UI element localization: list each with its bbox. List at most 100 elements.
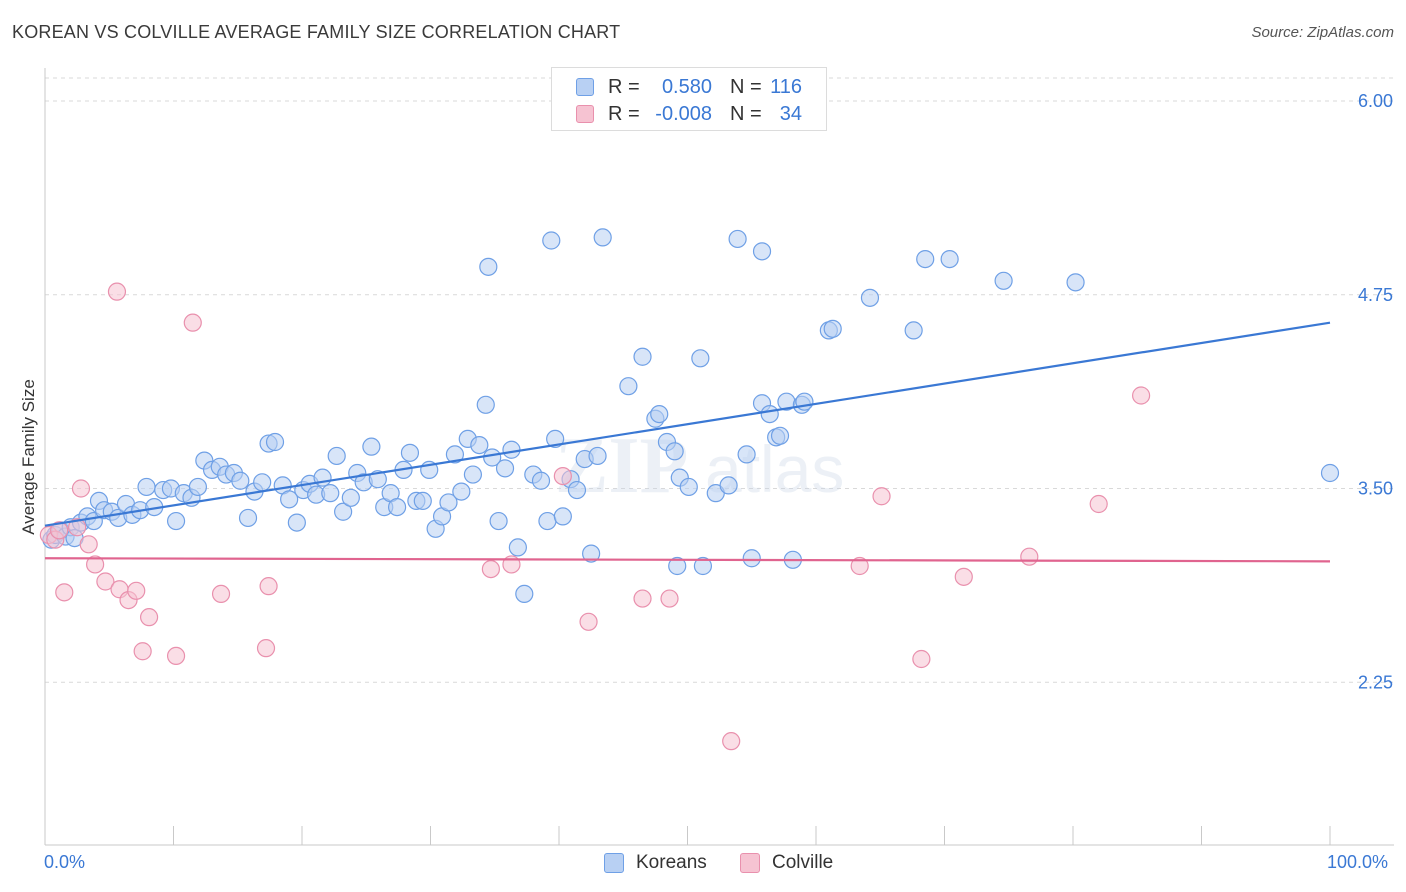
koreans-point bbox=[321, 484, 340, 503]
colville-point bbox=[553, 467, 572, 486]
koreans-point bbox=[476, 395, 495, 414]
koreans-point bbox=[387, 498, 407, 517]
koreans-point bbox=[1320, 463, 1340, 483]
y-tick-labels: 2.25 3.50 4.75 6.00 bbox=[1358, 91, 1393, 692]
r-value: -0.008 bbox=[655, 102, 712, 125]
koreans-point bbox=[495, 459, 515, 478]
colville-point bbox=[183, 313, 202, 332]
colville-point bbox=[850, 556, 869, 576]
x-tick-label-min: 0.0% bbox=[44, 852, 86, 872]
legend-item-koreans[interactable]: Koreans bbox=[604, 852, 707, 874]
colville-point bbox=[139, 608, 159, 627]
koreans-point bbox=[904, 321, 923, 340]
koreans-point bbox=[515, 584, 534, 604]
x-tick-label-max: 100.0% bbox=[1327, 852, 1389, 872]
koreans-point bbox=[479, 257, 498, 276]
koreans-point bbox=[531, 471, 551, 490]
koreans-point bbox=[542, 231, 561, 250]
koreans-point bbox=[265, 432, 285, 452]
koreans-point bbox=[588, 446, 607, 466]
colville-points bbox=[39, 282, 1151, 751]
y-tick-label: 2.25 bbox=[1358, 672, 1393, 692]
colville-point bbox=[872, 487, 891, 506]
koreans-point bbox=[679, 477, 698, 497]
axes bbox=[44, 68, 1394, 846]
colville-point bbox=[50, 521, 69, 540]
colville-point bbox=[256, 639, 276, 658]
r-label: R = bbox=[608, 102, 640, 125]
koreans-point bbox=[238, 508, 258, 528]
koreans-point bbox=[593, 228, 612, 247]
koreans-point bbox=[188, 477, 208, 497]
koreans-point bbox=[231, 471, 250, 490]
n-value: 116 bbox=[770, 75, 802, 98]
koreans-point bbox=[439, 493, 458, 512]
koreans-point bbox=[137, 477, 156, 497]
colville-point bbox=[79, 535, 98, 554]
koreans-point bbox=[737, 445, 756, 464]
gridlines bbox=[45, 77, 1394, 683]
koreans-point bbox=[665, 442, 684, 461]
koreans-point bbox=[166, 511, 186, 531]
koreans-point bbox=[341, 488, 360, 507]
y-tick-label: 6.00 bbox=[1358, 91, 1393, 111]
colville-point bbox=[660, 589, 679, 608]
n-label: N = bbox=[730, 75, 762, 98]
colville-legend-swatch bbox=[740, 853, 760, 873]
koreans-point bbox=[719, 476, 738, 495]
colville-point bbox=[1132, 386, 1151, 405]
koreans-point bbox=[582, 544, 601, 563]
legend-item-colville[interactable]: Colville bbox=[740, 852, 833, 874]
trend-lines bbox=[44, 321, 1331, 563]
koreans-point bbox=[327, 446, 346, 466]
series-legend: Koreans Colville bbox=[0, 852, 1406, 876]
koreans-point bbox=[546, 429, 565, 448]
legend-row-koreans: R = 0.580 N = 116 bbox=[576, 76, 802, 98]
colville-point bbox=[1089, 494, 1108, 514]
colville-point bbox=[96, 572, 115, 591]
y-tick-label: 4.75 bbox=[1358, 285, 1393, 305]
koreans-point bbox=[463, 465, 483, 484]
koreans-point bbox=[508, 538, 527, 557]
koreans-point bbox=[368, 470, 387, 489]
colville-point bbox=[1020, 547, 1039, 566]
correlation-legend: R = 0.580 N = 116 R = -0.008 N = 34 bbox=[551, 67, 827, 131]
r-value: 0.580 bbox=[661, 75, 712, 98]
koreans-point bbox=[693, 556, 713, 576]
koreans-point bbox=[994, 271, 1013, 290]
koreans-point bbox=[1066, 273, 1085, 292]
chart-title: KOREAN VS COLVILLE AVERAGE FAMILY SIZE C… bbox=[12, 22, 621, 42]
colville-trend-line bbox=[44, 557, 1331, 563]
legend-label: Koreans bbox=[636, 852, 707, 873]
koreans-trend-line bbox=[44, 321, 1331, 527]
colville-point bbox=[259, 577, 278, 596]
koreans-point bbox=[253, 473, 272, 492]
colville-point bbox=[71, 479, 91, 498]
colville-point bbox=[633, 589, 652, 608]
koreans-point bbox=[445, 445, 465, 464]
koreans-point bbox=[760, 405, 779, 424]
koreans-point bbox=[633, 347, 652, 366]
colville-point bbox=[107, 282, 127, 301]
koreans-point bbox=[287, 513, 306, 532]
koreans-point bbox=[691, 349, 710, 368]
n-label: N = bbox=[730, 102, 762, 125]
colville-point bbox=[68, 518, 87, 537]
colville-point bbox=[912, 649, 931, 669]
r-label: R = bbox=[608, 75, 640, 98]
koreans-point bbox=[823, 319, 842, 338]
legend-row-colville: R = -0.008 N = 34 bbox=[576, 103, 802, 125]
koreans-point bbox=[650, 405, 669, 424]
koreans-point bbox=[619, 377, 638, 396]
colville-point bbox=[55, 583, 74, 602]
koreans-point bbox=[502, 440, 521, 459]
legend-label: Colville bbox=[772, 852, 834, 873]
koreans-point bbox=[489, 511, 508, 531]
colville-point bbox=[481, 559, 500, 579]
watermark: ZIP atlas bbox=[555, 422, 844, 510]
y-axis-label: Average Family Size bbox=[19, 379, 38, 535]
colville-point bbox=[127, 581, 146, 600]
colville-point bbox=[133, 642, 152, 661]
koreans-point bbox=[553, 507, 572, 526]
koreans-point bbox=[452, 482, 471, 501]
